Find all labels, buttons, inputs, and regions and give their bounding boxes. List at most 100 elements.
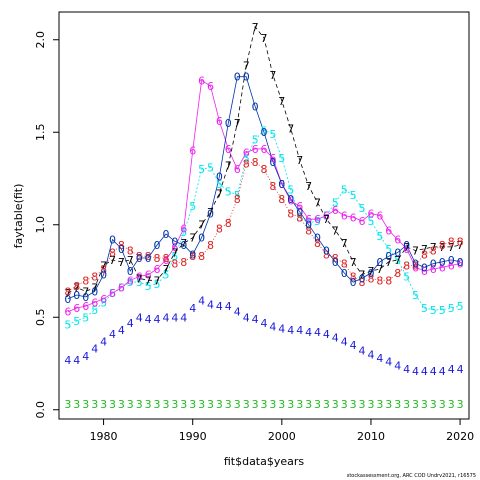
point-series-8: 8 xyxy=(448,235,455,248)
point-series-3: 3 xyxy=(216,398,223,411)
point-series-0: 0 xyxy=(359,272,366,285)
point-series-5: 5 xyxy=(234,189,241,202)
point-series-6: 6 xyxy=(350,211,357,224)
point-series-6: 6 xyxy=(385,224,392,237)
point-series-4: 4 xyxy=(332,332,339,345)
point-series-7: 7 xyxy=(136,272,143,285)
point-series-6: 6 xyxy=(189,145,196,158)
point-series-7: 7 xyxy=(154,274,161,287)
point-series-4: 4 xyxy=(225,300,232,313)
point-series-3: 3 xyxy=(394,398,401,411)
point-series-6: 6 xyxy=(136,271,143,284)
point-series-5: 5 xyxy=(91,304,98,317)
point-series-3: 3 xyxy=(243,398,250,411)
point-series-5: 5 xyxy=(261,124,268,137)
point-series-3: 3 xyxy=(64,398,71,411)
point-series-6: 6 xyxy=(109,287,116,300)
footer-credit: stockassessment.org, ARC COD Undrv2021, … xyxy=(347,473,476,479)
point-series-5: 5 xyxy=(368,215,375,228)
point-series-8: 8 xyxy=(234,193,241,206)
point-series-4: 4 xyxy=(376,352,383,365)
point-series-3: 3 xyxy=(127,398,134,411)
point-series-5: 5 xyxy=(412,289,419,302)
point-series-8: 8 xyxy=(403,259,410,272)
point-series-7: 7 xyxy=(145,274,152,287)
point-series-7: 7 xyxy=(216,187,223,200)
point-series-5: 5 xyxy=(163,269,170,282)
y-tick-label-2.0: 2.0 xyxy=(34,31,47,49)
point-series-6: 6 xyxy=(278,178,285,191)
point-series-3: 3 xyxy=(439,398,446,411)
point-series-6: 6 xyxy=(403,243,410,256)
point-series-0: 0 xyxy=(376,256,383,269)
y-tick-label-0.0: 0.0 xyxy=(34,401,47,419)
point-series-3: 3 xyxy=(171,398,178,411)
point-series-3: 3 xyxy=(136,398,143,411)
point-series-3: 3 xyxy=(198,398,205,411)
point-series-7: 7 xyxy=(430,241,437,254)
point-series-7: 7 xyxy=(252,21,259,34)
point-series-3: 3 xyxy=(305,398,312,411)
point-series-5: 5 xyxy=(403,271,410,284)
point-series-3: 3 xyxy=(359,398,366,411)
point-series-8: 8 xyxy=(154,252,161,265)
point-series-7: 7 xyxy=(403,241,410,254)
point-series-4: 4 xyxy=(296,324,303,337)
point-series-0: 0 xyxy=(403,239,410,252)
point-series-5: 5 xyxy=(243,152,250,165)
point-series-4: 4 xyxy=(269,321,276,334)
point-series-4: 4 xyxy=(368,348,375,361)
point-series-3: 3 xyxy=(261,398,268,411)
point-series-0: 0 xyxy=(430,258,437,271)
point-series-0: 0 xyxy=(448,254,455,267)
point-series-0: 0 xyxy=(394,247,401,260)
point-series-6: 6 xyxy=(145,269,152,282)
point-series-6: 6 xyxy=(439,261,446,274)
point-series-5: 5 xyxy=(109,287,116,300)
point-series-7: 7 xyxy=(412,245,419,258)
point-series-4: 4 xyxy=(439,365,446,378)
point-series-4: 4 xyxy=(350,339,357,352)
point-series-3: 3 xyxy=(412,398,419,411)
point-series-4: 4 xyxy=(287,324,294,337)
x-tick-label-2000: 2000 xyxy=(268,430,296,443)
point-series-0: 0 xyxy=(332,256,339,269)
point-series-6: 6 xyxy=(64,306,71,319)
point-series-7: 7 xyxy=(225,160,232,173)
point-series-6: 6 xyxy=(430,263,437,276)
point-series-0: 0 xyxy=(171,235,178,248)
point-series-6: 6 xyxy=(359,215,366,228)
point-series-7: 7 xyxy=(234,117,241,130)
point-series-8: 8 xyxy=(376,274,383,287)
point-series-7: 7 xyxy=(180,237,187,250)
point-series-5: 5 xyxy=(198,163,205,176)
point-series-8: 8 xyxy=(385,274,392,287)
point-series-5: 5 xyxy=(394,254,401,267)
point-series-8: 8 xyxy=(278,193,285,206)
point-series-6: 6 xyxy=(323,210,330,223)
point-series-5: 5 xyxy=(180,226,187,239)
point-series-5: 5 xyxy=(127,276,134,289)
point-series-5: 5 xyxy=(100,296,107,309)
point-series-5: 5 xyxy=(225,185,232,198)
point-series-4: 4 xyxy=(180,311,187,324)
point-series-7: 7 xyxy=(350,256,357,269)
point-series-4: 4 xyxy=(305,326,312,339)
point-series-7: 7 xyxy=(198,219,205,232)
point-series-6: 6 xyxy=(73,302,80,315)
point-series-4: 4 xyxy=(278,322,285,335)
point-series-0: 0 xyxy=(234,71,241,84)
point-series-7: 7 xyxy=(163,263,170,276)
point-series-3: 3 xyxy=(189,398,196,411)
point-series-4: 4 xyxy=(198,295,205,308)
series-lines xyxy=(67,25,461,325)
point-series-0: 0 xyxy=(64,293,71,306)
point-series-5: 5 xyxy=(207,161,214,174)
point-series-8: 8 xyxy=(189,250,196,263)
point-series-7: 7 xyxy=(189,232,196,245)
point-series-8: 8 xyxy=(163,252,170,265)
point-series-3: 3 xyxy=(314,398,321,411)
point-series-3: 3 xyxy=(269,398,276,411)
point-series-7: 7 xyxy=(73,282,80,295)
